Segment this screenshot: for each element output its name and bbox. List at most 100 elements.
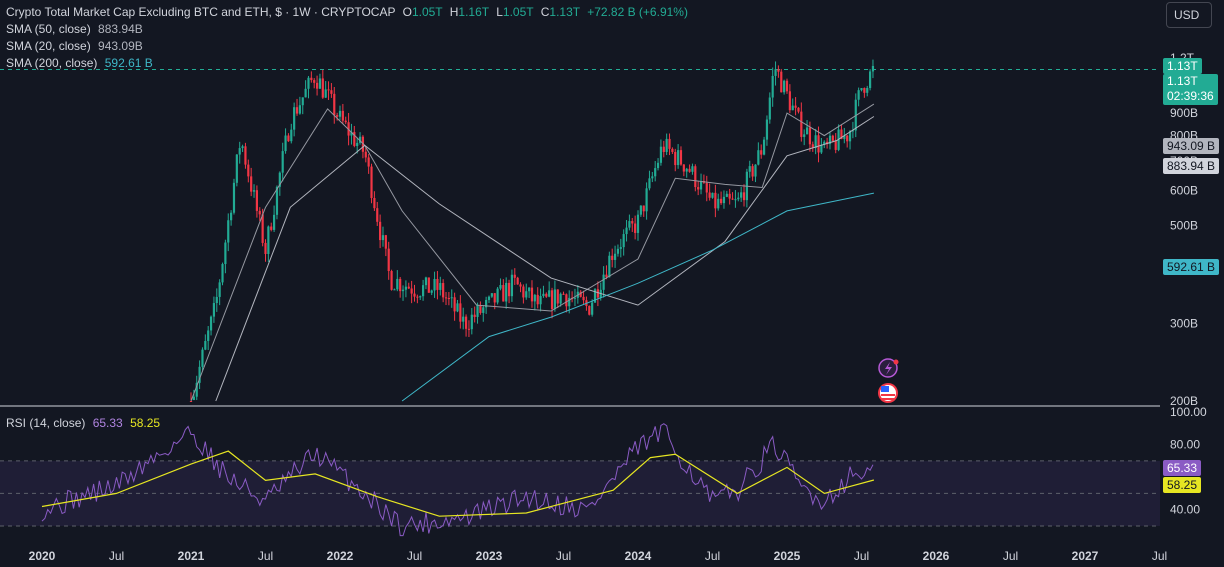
rsi-tag[interactable]: 65.33 xyxy=(1163,460,1202,476)
candle-body xyxy=(189,401,193,402)
symbol-title[interactable]: Crypto Total Market Cap Excluding BTC an… xyxy=(6,5,396,19)
time-tick-label: Jul xyxy=(109,549,124,563)
candle-body xyxy=(828,135,832,145)
candle-body xyxy=(350,132,353,136)
candle-body xyxy=(247,164,250,177)
candle-body xyxy=(367,157,370,167)
sma50-legend[interactable]: SMA (50, close) 883.94B xyxy=(6,22,143,36)
candle-body xyxy=(399,278,402,292)
candle-body xyxy=(453,297,456,312)
candle-body xyxy=(436,278,439,290)
rsi-axis[interactable]: 100.00 80.00 40.00 xyxy=(1170,405,1207,517)
price-pane[interactable] xyxy=(0,59,1160,402)
candle-body xyxy=(651,176,654,179)
sma200-tag[interactable]: 592.61 B xyxy=(1163,259,1220,275)
candle-body xyxy=(318,78,322,89)
candle-body xyxy=(215,296,218,304)
candle-body xyxy=(336,115,339,117)
candle-body xyxy=(794,105,797,108)
candle-body xyxy=(470,314,473,330)
candle-body xyxy=(757,150,760,165)
sma50-value: 883.94B xyxy=(98,22,143,36)
candle-body xyxy=(550,290,554,310)
candle-body xyxy=(662,146,665,152)
candle-body xyxy=(831,135,834,141)
candle-body xyxy=(218,282,221,297)
candle-body xyxy=(439,283,442,290)
candle-body xyxy=(725,193,728,197)
candle-body xyxy=(548,290,551,297)
sma200-legend[interactable]: SMA (200, close) 592.61 B xyxy=(6,56,153,70)
candle-body xyxy=(731,198,734,200)
candle-body xyxy=(820,144,823,153)
candle-body xyxy=(450,297,453,299)
sma-line-20 xyxy=(190,103,875,402)
candle-body xyxy=(416,296,419,298)
close-countdown-tag[interactable]: 1.13T 02:39:36 xyxy=(1163,74,1218,105)
lightning-icon[interactable] xyxy=(878,358,899,378)
candle-body xyxy=(281,151,284,173)
candle-body xyxy=(424,277,428,286)
candle-body xyxy=(356,142,359,146)
candle-body xyxy=(201,349,204,367)
candle-body xyxy=(616,248,620,254)
candle-body xyxy=(711,192,714,198)
high-label: H xyxy=(449,5,459,19)
us-flag-icon[interactable] xyxy=(878,383,898,403)
rsi-legend[interactable]: RSI (14, close) 65.33 58.25 xyxy=(6,416,160,430)
time-tick-label: 2023 xyxy=(476,549,503,563)
candle-body xyxy=(496,288,499,303)
candle-body xyxy=(238,148,241,155)
candle-body xyxy=(783,80,786,93)
candle-body xyxy=(688,168,691,172)
candle-body xyxy=(510,274,514,297)
candle-body xyxy=(321,78,324,98)
currency-button[interactable]: USD xyxy=(1166,2,1212,28)
rsi-pane[interactable] xyxy=(0,423,1160,537)
rsi-tick-label: 40.00 xyxy=(1170,503,1200,517)
sma50-tag[interactable]: 883.94 B xyxy=(1163,158,1220,174)
candle-body xyxy=(464,316,468,329)
candle-body xyxy=(648,178,651,189)
time-tick-label: 2026 xyxy=(923,549,950,563)
candle-body xyxy=(241,146,244,149)
candle-body xyxy=(290,129,293,142)
candle-body xyxy=(224,242,227,265)
candle-body xyxy=(834,140,837,150)
sma-line-200 xyxy=(401,192,875,402)
candle-body xyxy=(505,282,508,302)
symbol-legend[interactable]: Crypto Total Market Cap Excluding BTC an… xyxy=(6,5,688,19)
candle-body xyxy=(608,255,611,278)
candle-body xyxy=(803,134,806,137)
candle-body xyxy=(304,88,307,98)
candle-body xyxy=(267,226,270,254)
candle-body xyxy=(235,154,238,183)
sma-line-50 xyxy=(215,116,875,402)
candle-body xyxy=(857,90,860,100)
candle-body xyxy=(679,150,683,165)
time-tick-label: Jul xyxy=(1003,549,1018,563)
candle-body xyxy=(479,305,482,313)
candle-body xyxy=(717,198,720,209)
low-value: 1.05T xyxy=(502,5,534,19)
candle-body xyxy=(863,88,866,93)
candle-body xyxy=(740,192,743,198)
candle-body xyxy=(694,166,697,188)
sma20-tag[interactable]: 943.09 B xyxy=(1163,138,1220,154)
candle-body xyxy=(728,193,731,199)
candle-body xyxy=(754,164,757,177)
sma20-legend[interactable]: SMA (20, close) 943.09B xyxy=(6,39,143,53)
rsi-ma-tag[interactable]: 58.25 xyxy=(1163,477,1202,493)
candle-body xyxy=(668,138,671,149)
time-axis[interactable]: 2020 Jul 2021 Jul 2022 Jul 2023 Jul 2024 Jul 2025 J… xyxy=(29,549,1168,563)
candle-body xyxy=(370,166,373,199)
candle-body xyxy=(393,289,396,291)
candle-body xyxy=(562,293,565,295)
candle-body xyxy=(866,88,869,93)
candle-body xyxy=(487,296,491,300)
last-price-tag[interactable]: 1.13T xyxy=(1163,58,1202,74)
time-tick-label: Jul xyxy=(705,549,720,563)
time-tick-label: Jul xyxy=(407,549,422,563)
candle-body xyxy=(705,182,708,193)
